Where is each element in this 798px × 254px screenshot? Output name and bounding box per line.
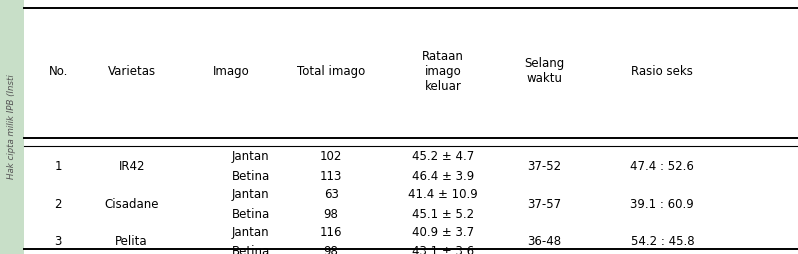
Text: Varietas: Varietas (108, 65, 156, 78)
Text: Imago: Imago (213, 65, 250, 78)
Text: 3: 3 (54, 235, 62, 248)
Text: 37-52: 37-52 (527, 160, 561, 173)
Text: Betina: Betina (231, 170, 270, 183)
Text: 47.4 : 52.6: 47.4 : 52.6 (630, 160, 694, 173)
Bar (0, 0, 24, 254)
Text: Rasio seks: Rasio seks (631, 65, 693, 78)
Text: 98: 98 (324, 208, 338, 221)
Text: 41.4 ± 10.9: 41.4 ± 10.9 (408, 188, 478, 201)
Text: 2: 2 (54, 198, 62, 211)
Text: 45.1 ± 5.2: 45.1 ± 5.2 (412, 208, 474, 221)
Text: Pelita: Pelita (116, 235, 148, 248)
Text: 1: 1 (54, 160, 62, 173)
Text: 113: 113 (320, 170, 342, 183)
Text: 98: 98 (324, 245, 338, 254)
Text: 39.1 : 60.9: 39.1 : 60.9 (630, 198, 694, 211)
Text: Jantan: Jantan (231, 226, 269, 239)
Text: Betina: Betina (231, 245, 270, 254)
Text: Cisadane: Cisadane (105, 198, 159, 211)
Text: 45.2 ± 4.7: 45.2 ± 4.7 (412, 150, 474, 163)
Text: Total imago: Total imago (297, 65, 365, 78)
Text: Jantan: Jantan (231, 188, 269, 201)
Text: Jantan: Jantan (231, 150, 269, 163)
Text: Hak cipta milik IPB (Insti: Hak cipta milik IPB (Insti (7, 75, 17, 179)
Text: 40.9 ± 3.7: 40.9 ± 3.7 (412, 226, 474, 239)
Text: 43.1 ± 3.6: 43.1 ± 3.6 (412, 245, 474, 254)
Text: Selang
waktu: Selang waktu (524, 57, 564, 85)
Text: No.: No. (49, 65, 68, 78)
Text: Rataan
imago
keluar: Rataan imago keluar (422, 50, 464, 93)
Text: 36-48: 36-48 (527, 235, 561, 248)
Text: 63: 63 (324, 188, 338, 201)
Text: 46.4 ± 3.9: 46.4 ± 3.9 (412, 170, 474, 183)
Text: 54.2 : 45.8: 54.2 : 45.8 (630, 235, 694, 248)
Text: 102: 102 (320, 150, 342, 163)
Text: IR42: IR42 (118, 160, 145, 173)
Text: 37-57: 37-57 (527, 198, 561, 211)
Text: Betina: Betina (231, 208, 270, 221)
Text: 116: 116 (320, 226, 342, 239)
